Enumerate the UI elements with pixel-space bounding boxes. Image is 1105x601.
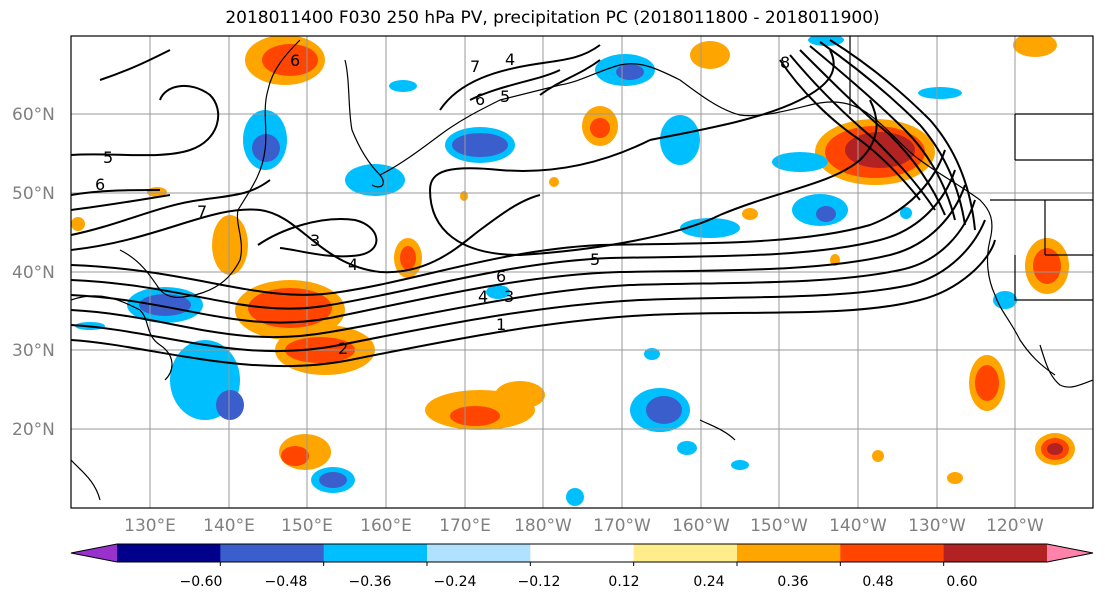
contour-label: 3 [504,287,514,306]
contour-label: 6 [95,175,105,194]
colorbar-segment [737,544,841,562]
contour-label: 8 [780,53,790,72]
contour-label: 5 [500,87,510,106]
contour-label: 5 [590,250,600,269]
colorbar-tick-label: 0.24 [693,574,724,590]
colorbar-extend-min [71,544,117,562]
lon-label: 150°E [281,516,333,536]
colorbar-tick-label: 0.60 [946,574,977,590]
map-frame [70,35,1094,509]
colorbar-tick-label: −0.24 [434,574,477,590]
colorbar-tick-label: −0.12 [518,574,561,590]
colorbar-segment [427,544,531,562]
contour-label: 6 [496,267,506,286]
colorbar-tick-label: −0.48 [265,574,308,590]
colorbar-segment [943,544,1048,562]
lon-label: 170°E [439,516,491,536]
lon-label: 160°E [360,516,412,536]
lat-label: 50°N [12,184,55,204]
colorbar-segment [633,544,738,562]
chart-title: 2018011400 F030 250 hPa PV, precipitatio… [225,8,880,28]
colorbar-segment [117,544,221,562]
contour-label: 6 [475,90,485,109]
lon-label: 170°W [593,516,651,536]
latitude-labels: 60°N 50°N 40°N 30°N 20°N [12,105,55,440]
precip-shading [71,36,1075,506]
contour-label: 7 [197,202,207,221]
lon-label: 130°E [124,516,176,536]
colorbar [70,543,1094,566]
longitude-labels: 130°E 140°E 150°E 160°E 170°E 180°W 170°… [124,516,1044,536]
lat-label: 60°N [12,105,55,125]
contour-labels: 5 6 7 3 4 2 1 6 4 3 5 6 5 7 4 6 8 [95,50,790,358]
coastlines [71,36,1093,501]
colorbar-segment [530,544,635,562]
contour-label: 2 [338,339,348,358]
colorbar-tick-label: −0.36 [349,574,392,590]
lon-label: 140°W [829,516,887,536]
contour-label: 4 [348,255,358,274]
lat-label: 40°N [12,263,55,283]
lon-label: 140°E [203,516,255,536]
colorbar-labels: −0.60 −0.48 −0.36 −0.24 −0.12 0.12 0.24 … [180,574,978,590]
pv-contours [71,39,996,368]
colorbar-extend-max [1047,544,1093,562]
colorbar-tick-label: 0.36 [777,574,808,590]
colorbar-segment [840,544,945,562]
lat-label: 20°N [12,420,55,440]
contour-label: 4 [505,50,515,69]
colorbar-tick-label: 0.12 [608,574,639,590]
colorbar-tick-label: −0.60 [180,574,223,590]
contour-label: 4 [478,287,488,306]
lon-label: 120°W [986,516,1044,536]
lon-label: 130°W [908,516,966,536]
colorbar-segment [220,544,325,562]
contour-label: 3 [310,231,320,250]
lon-label: 180°W [514,516,572,536]
contour-label: 1 [496,315,506,334]
lon-label: 160°W [672,516,730,536]
lon-label: 150°W [750,516,808,536]
contour-label: 6 [290,51,300,70]
lat-label: 30°N [12,341,55,361]
colorbar-outline [70,543,1094,563]
contour-label: 5 [103,148,113,167]
colorbar-segment [323,544,428,562]
colorbar-tick-label: 0.48 [862,574,893,590]
contour-label: 7 [470,57,480,76]
